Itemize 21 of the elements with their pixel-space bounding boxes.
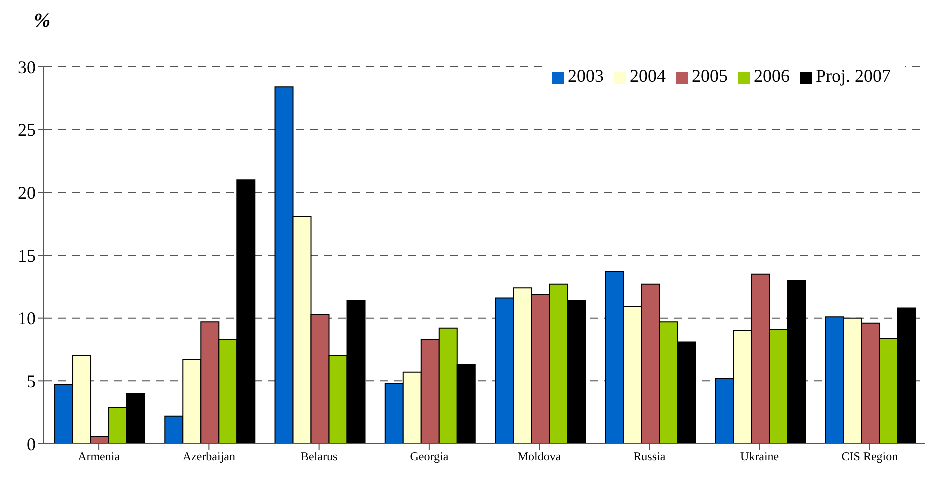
y-tick-label: 15 bbox=[18, 246, 36, 266]
x-tick-label: Belarus bbox=[300, 450, 338, 464]
x-tick-label: Ukraine bbox=[740, 450, 780, 464]
legend-label: 2005 bbox=[692, 66, 728, 86]
legend-label: 2004 bbox=[630, 66, 666, 86]
x-tick-label: Russia bbox=[634, 450, 666, 464]
y-tick-label: 0 bbox=[27, 434, 36, 454]
x-tick-label: Armenia bbox=[78, 450, 121, 464]
legend-label: 2006 bbox=[754, 66, 790, 86]
x-tick-label: Georgia bbox=[410, 450, 450, 464]
x-tick-label: CIS Region bbox=[842, 450, 898, 464]
x-tick-label: Moldova bbox=[518, 450, 562, 464]
y-tick-label: 30 bbox=[18, 57, 36, 78]
x-tick-label: Azerbaijan bbox=[182, 450, 236, 464]
y-tick-label: 25 bbox=[18, 120, 36, 140]
legend-label: Proj. 2007 bbox=[816, 66, 891, 86]
y-tick-label: 20 bbox=[18, 183, 36, 204]
legend-label: 2003 bbox=[568, 66, 604, 86]
y-axis-title: % bbox=[34, 10, 51, 33]
y-tick-label: 10 bbox=[18, 308, 36, 329]
y-tick-label: 5 bbox=[27, 372, 36, 392]
